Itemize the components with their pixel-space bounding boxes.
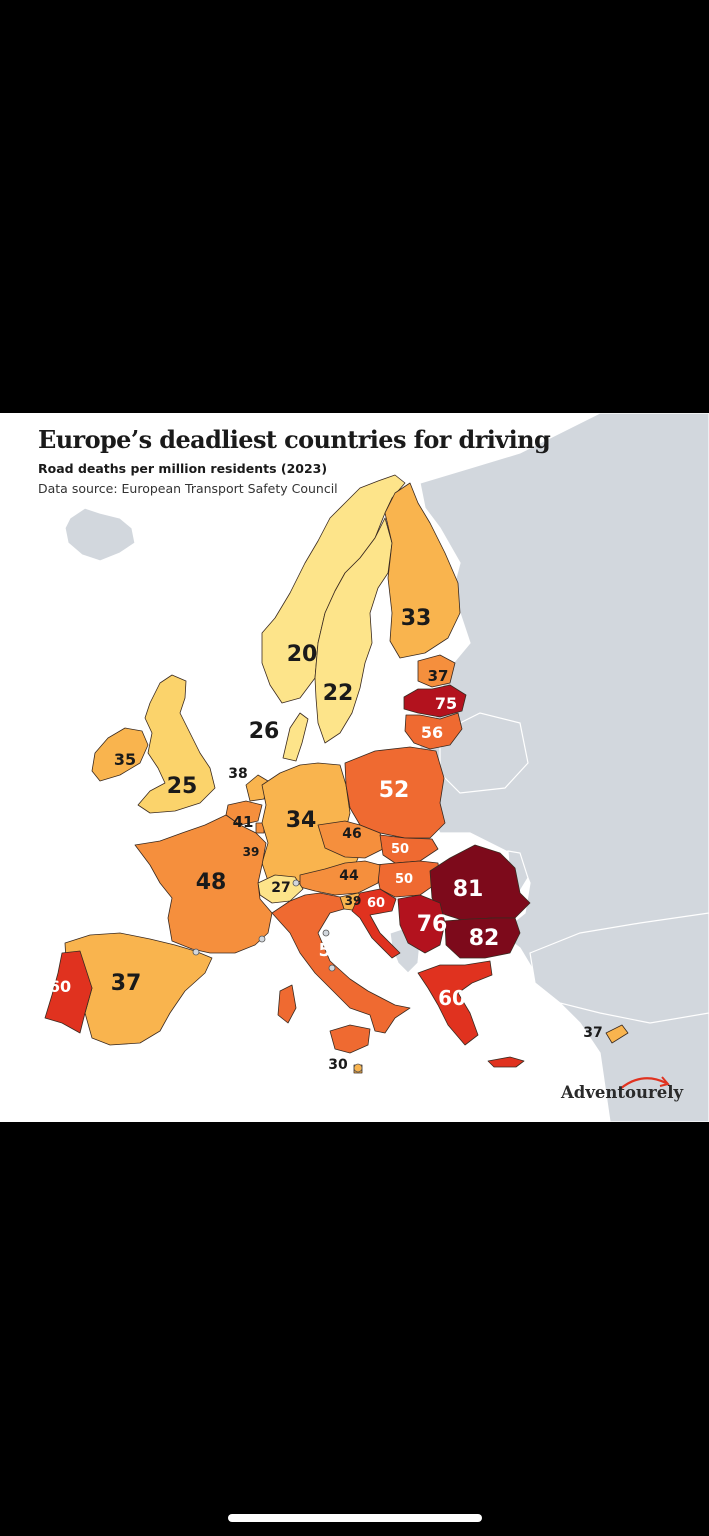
background-land bbox=[64, 413, 709, 1122]
value-labels: 20 22 33 37 75 56 26 35 25 38 41 39 34 5… bbox=[49, 606, 603, 1073]
country-denmark bbox=[282, 712, 309, 762]
marker-vatican bbox=[328, 964, 336, 972]
label-hungary: 50 bbox=[395, 872, 413, 887]
label-spain: 37 bbox=[111, 971, 142, 996]
marker-malta bbox=[353, 1063, 363, 1073]
label-ireland: 35 bbox=[114, 750, 136, 769]
country-finland bbox=[384, 482, 461, 659]
label-malta: 30 bbox=[328, 1057, 348, 1073]
brand-swoosh bbox=[619, 1077, 667, 1090]
northafrica-turkey-land bbox=[529, 912, 709, 1024]
label-greece: 60 bbox=[438, 986, 466, 1010]
marker-sanmarino bbox=[322, 929, 330, 937]
label-austria: 44 bbox=[339, 868, 359, 884]
marker-liechtenstein bbox=[292, 879, 300, 887]
country-austria bbox=[299, 860, 381, 896]
brand-logo: Adventourely bbox=[561, 1083, 684, 1102]
brand-swoosh-arrowhead bbox=[659, 1076, 670, 1087]
map-subtitle: Road deaths per million residents (2023) bbox=[38, 461, 328, 476]
europe-map: 20 22 33 37 75 56 26 35 25 38 41 39 34 5… bbox=[44, 413, 709, 1122]
marker-andorra bbox=[192, 948, 200, 956]
country-sweden bbox=[314, 517, 393, 744]
country-switzerland bbox=[257, 874, 304, 904]
label-cyprus: 37 bbox=[583, 1025, 602, 1041]
label-germany: 34 bbox=[286, 808, 317, 833]
label-lithuania: 56 bbox=[421, 723, 443, 742]
label-bulgaria: 82 bbox=[469, 926, 500, 951]
label-slovenia: 39 bbox=[345, 894, 362, 908]
country-cyprus bbox=[605, 1024, 629, 1044]
country-italy bbox=[271, 892, 411, 1034]
country-luxembourg bbox=[255, 822, 265, 834]
countries bbox=[44, 474, 629, 1074]
label-serbia: 76 bbox=[417, 912, 448, 937]
label-sweden: 22 bbox=[323, 681, 354, 706]
marker-monaco bbox=[258, 935, 266, 943]
label-uk: 25 bbox=[167, 774, 198, 799]
label-slovakia: 50 bbox=[391, 842, 409, 857]
label-italy: 52 bbox=[318, 940, 343, 961]
country-portugal bbox=[44, 950, 93, 1034]
label-finland: 33 bbox=[401, 606, 432, 631]
label-croatia: 60 bbox=[367, 896, 385, 911]
country-serbia bbox=[397, 894, 446, 954]
country-crete bbox=[487, 1056, 525, 1068]
label-france: 48 bbox=[196, 870, 227, 895]
country-bulgaria bbox=[444, 917, 521, 959]
map-card: 20 22 33 37 75 56 26 35 25 38 41 39 34 5… bbox=[0, 413, 709, 1122]
label-netherlands: 38 bbox=[228, 766, 247, 782]
country-ireland bbox=[91, 727, 149, 782]
country-sicily bbox=[329, 1024, 371, 1054]
label-latvia: 75 bbox=[435, 694, 457, 713]
label-estonia: 37 bbox=[428, 667, 449, 685]
label-poland: 52 bbox=[379, 778, 410, 803]
map-source: Data source: European Transport Safety C… bbox=[38, 481, 338, 496]
country-estonia bbox=[417, 654, 456, 688]
country-greece bbox=[417, 960, 493, 1046]
label-romania: 81 bbox=[453, 877, 484, 902]
country-poland bbox=[344, 746, 446, 839]
country-croatia bbox=[351, 888, 401, 959]
country-slovakia bbox=[379, 834, 439, 864]
country-uk bbox=[137, 674, 216, 814]
iceland-land bbox=[64, 507, 136, 562]
label-belgium: 41 bbox=[233, 813, 254, 831]
microstate-markers bbox=[192, 879, 363, 1073]
label-portugal: 60 bbox=[49, 977, 71, 996]
label-luxembourg: 39 bbox=[243, 845, 260, 859]
country-latvia bbox=[403, 684, 467, 718]
label-denmark: 26 bbox=[249, 719, 280, 744]
home-indicator[interactable] bbox=[228, 1514, 482, 1522]
map-title: Europe’s deadliest countries for driving bbox=[38, 425, 551, 454]
label-czechia: 46 bbox=[342, 826, 361, 842]
country-sardinia bbox=[277, 984, 297, 1024]
country-lithuania bbox=[404, 712, 463, 750]
label-switzerland: 27 bbox=[271, 880, 290, 896]
label-norway: 20 bbox=[287, 642, 318, 667]
